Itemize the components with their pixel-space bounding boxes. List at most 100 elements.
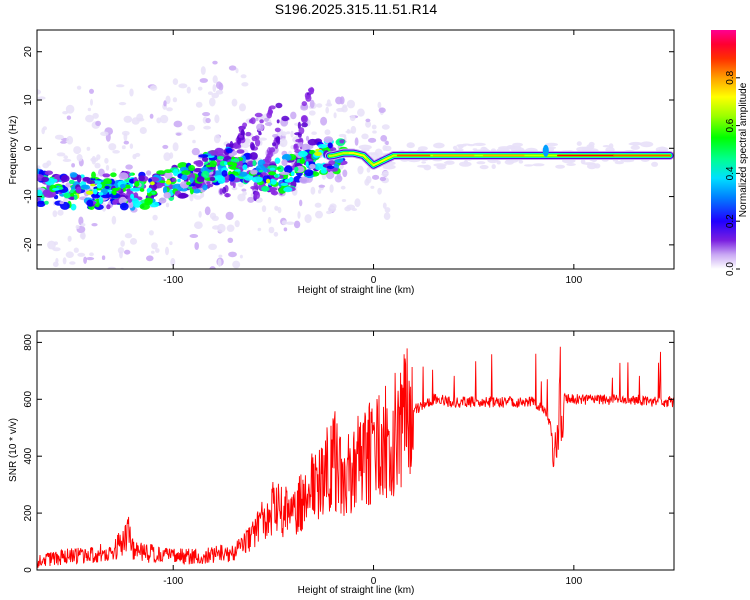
heatmap-cell [659,146,666,153]
snr-series-line [37,346,674,568]
heatmap-cell [123,140,129,145]
heatmap-cell [46,160,52,166]
heatmap-cell [181,170,191,176]
heatmap-cell [297,141,303,148]
heatmap-cell [73,194,78,200]
heatmap-cell [217,258,222,267]
heatmap-cell [232,150,238,156]
heatmap-cell [169,241,173,246]
heatmap-cell [339,139,345,144]
heatmap-cell [71,281,75,286]
heatmap-cell [109,192,121,199]
heatmap-cell [87,107,92,112]
heatmap-cell [274,157,281,164]
heatmap-cell [267,216,272,224]
spectrogram-y-label: Frequency (Hz) [8,116,19,185]
heatmap-cell [512,142,523,147]
heatmap-cell [212,60,218,65]
heatmap-cell [294,166,299,172]
heatmap-cell [290,111,297,120]
heatmap-cell [79,232,86,240]
heatmap-cell [111,215,117,225]
heatmap-cell [381,124,390,130]
heatmap-cell [67,235,72,242]
heatmap-cell [172,142,179,152]
heatmap-cell [299,199,303,207]
chart-title: S196.2025.315.11.51.R14 [275,1,438,17]
heatmap-cell [192,139,196,144]
heatmap-cell [215,81,223,89]
heatmap-cell [156,170,166,175]
heatmap-cell [92,112,99,119]
heatmap-cell [60,174,70,183]
heatmap-cell [177,178,181,183]
colorbar-gradient [711,30,736,269]
heatmap-cell [195,160,204,167]
heatmap-cell [275,102,283,109]
heatmap-cell [233,158,240,163]
y-tick-label: 10 [23,94,34,106]
heatmap-cell [209,176,216,182]
x-tick-label: -100 [163,576,183,587]
heatmap-cell [297,211,301,219]
heatmap-cell [139,188,145,192]
heatmap-cell [298,127,305,135]
heatmap-cell [189,177,194,183]
heatmap-cell [68,179,75,185]
heatmap-cell [307,87,315,93]
heatmap-cell [62,158,72,162]
heatmap-cell [111,187,120,192]
heatmap-cell [532,163,545,167]
colorbar-tick-label: 0.4 [725,166,736,180]
heatmap-cell [325,103,333,107]
heatmap-cell [299,176,309,184]
x-tick-label: 100 [565,275,582,286]
heatmap-cell [139,203,150,210]
heatmap-cell [342,169,348,178]
heatmap-cell [80,223,86,227]
spectrogram-frame [36,29,675,270]
heatmap-cell [86,146,91,151]
heatmap-cell [233,143,239,150]
y-tick-label: 400 [23,447,34,464]
heatmap-cell [63,192,72,199]
heatmap-cell [104,157,109,164]
heatmap-cell [275,136,280,144]
heatmap-cell [357,165,364,175]
heatmap-cell [121,130,130,136]
heatmap-cell [309,99,315,109]
heatmap-cell [228,251,237,258]
heatmap-cell [134,181,140,187]
heatmap-cell [208,243,218,250]
ridge-core [372,156,391,166]
heatmap-cell [346,99,355,109]
heatmap-cell [121,145,126,150]
heatmap-cell [158,197,167,204]
heatmap-cell [336,107,345,112]
heatmap-cell [245,131,252,137]
heatmap-cell [258,131,262,136]
heatmap-cell [164,171,173,179]
heatmap-cell [283,186,293,193]
heatmap-cell [120,240,125,247]
heatmap-cell [52,247,61,252]
heatmap-cell [290,130,294,138]
heatmap-cell [444,160,455,165]
heatmap-cell [178,193,189,199]
heatmap-cell [301,115,307,122]
heatmap-cell [37,96,46,100]
heatmap-cell [173,120,183,128]
heatmap-cell [76,186,82,194]
heatmap-cell [66,115,72,120]
y-tick-label: 0 [23,567,34,573]
heatmap-cell [254,135,260,140]
heatmap-cell [479,165,489,170]
heatmap-cell [63,155,68,160]
heatmap-cell [459,161,472,167]
heatmap-cell [452,145,458,150]
heatmap-cell [305,161,309,167]
snr-x-ticks: -100 0 100 [163,331,583,587]
heatmap-cell [164,169,172,174]
heatmap-cell [270,178,275,182]
